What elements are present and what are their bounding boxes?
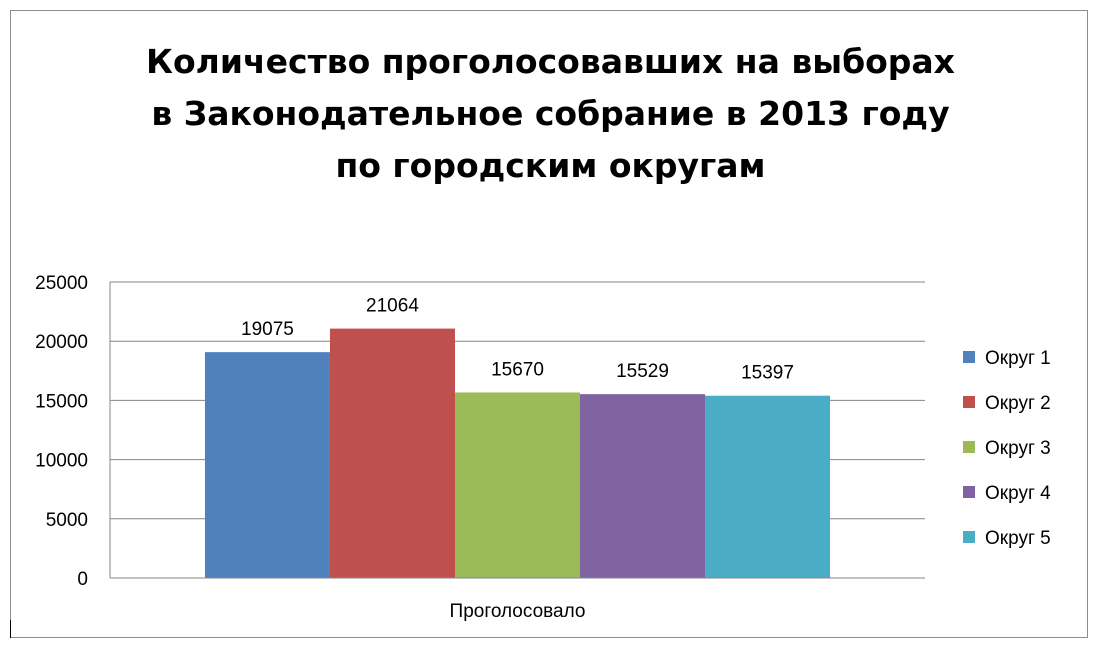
text-cursor-mark — [10, 620, 11, 638]
legend-swatch-1 — [963, 351, 975, 363]
legend-swatch-4 — [963, 486, 975, 498]
legend-label-5: Округ 5 — [985, 528, 1051, 549]
data-label-5: 15397 — [741, 363, 794, 384]
legend: Округ 1 Округ 2 Округ 3 Округ 4 Округ 5 — [963, 348, 1051, 549]
data-label-3: 15670 — [491, 359, 544, 380]
legend-swatch-3 — [963, 441, 975, 453]
data-label-4: 15529 — [616, 361, 669, 382]
y-tick-label: 5000 — [46, 510, 88, 531]
legend-label-2: Округ 2 — [985, 393, 1051, 414]
bars — [204, 328, 831, 578]
x-category-label: Проголосовало — [450, 601, 586, 622]
legend-swatch-5 — [963, 531, 975, 543]
data-label-2: 21064 — [366, 296, 419, 317]
chart-title-line-3: по городским округам — [335, 146, 766, 185]
y-tick-label: 15000 — [35, 391, 88, 412]
data-label-1: 19075 — [241, 319, 294, 340]
y-tick-label: 25000 — [35, 273, 88, 294]
y-tick-label: 20000 — [35, 332, 88, 353]
data-labels: 19075 21064 15670 15529 15397 — [241, 296, 794, 384]
legend-label-3: Округ 3 — [985, 438, 1051, 459]
bar-2 — [329, 328, 455, 578]
bar-5 — [705, 395, 831, 578]
y-tick-label: 10000 — [35, 451, 88, 472]
legend-label-4: Округ 4 — [985, 483, 1051, 504]
bar-4 — [580, 394, 706, 578]
chart-title: Количество проголосовавших на выборах в … — [0, 36, 1101, 192]
y-tick-label: 0 — [77, 569, 88, 590]
bar-3 — [454, 392, 581, 578]
legend-swatch-2 — [963, 396, 975, 408]
legend-label-1: Округ 1 — [985, 348, 1051, 369]
chart-title-line-2: в Законодательное собрание в 2013 году — [151, 94, 950, 133]
axes: 0 5000 10000 15000 20000 25000 Проголосовало — [35, 273, 925, 622]
bar-1 — [204, 352, 330, 578]
chart-title-line-1: Количество проголосовавших на выборах — [146, 42, 955, 81]
